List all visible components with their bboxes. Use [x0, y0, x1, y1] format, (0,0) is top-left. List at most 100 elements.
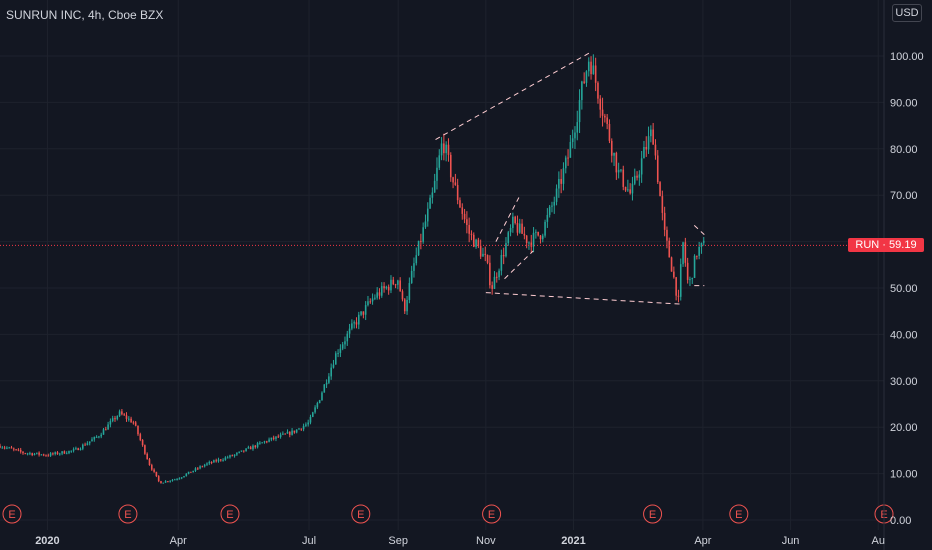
candle-body [696, 255, 698, 257]
candle-body [360, 311, 362, 315]
candle-body [560, 178, 562, 184]
candle-body [224, 457, 227, 460]
candle-body [199, 466, 201, 469]
candle-body [111, 418, 114, 422]
candle-body [238, 451, 240, 453]
earnings-marker-label: E [8, 509, 15, 521]
candle-body [459, 200, 461, 208]
candle-body [401, 291, 404, 300]
candle-body [277, 436, 280, 438]
y-tick-label: 100.00 [890, 51, 924, 63]
earnings-marker[interactable]: E [351, 504, 371, 524]
y-tick-label: 10.00 [890, 469, 918, 481]
candle-body [426, 208, 429, 222]
candle-body [26, 453, 29, 455]
earnings-marker[interactable]: E [643, 504, 663, 524]
candle-body [392, 279, 395, 285]
candle-body [438, 155, 441, 168]
candle-body [337, 352, 339, 354]
candle-body [275, 436, 277, 439]
candle-body [518, 223, 521, 233]
earnings-marker-label: E [124, 509, 131, 521]
candle-body [49, 453, 52, 456]
candle-body [148, 459, 151, 466]
candle-body [429, 197, 431, 209]
earnings-marker-circle [482, 504, 502, 524]
candle-body [325, 382, 328, 385]
candle-body [201, 466, 204, 468]
candle-body [127, 418, 130, 420]
earnings-marker[interactable]: E [482, 504, 502, 524]
trend-line [504, 250, 534, 280]
earnings-marker-circle [2, 504, 22, 524]
candle-body [378, 292, 381, 296]
symbol-title[interactable]: SUNRUN INC, 4h, Cboe BZX [6, 8, 164, 22]
candle-body [293, 430, 296, 433]
candle-body [532, 232, 535, 247]
time-axis[interactable]: 2020 Apr Jul Sep Nov 2021 Apr Jun Au [35, 535, 885, 547]
candle-body [371, 298, 374, 302]
candle-body [219, 459, 222, 461]
candle-body [491, 285, 493, 289]
trend-drawings [435, 50, 705, 305]
candle-body [631, 183, 634, 194]
candle-body [500, 255, 503, 271]
candle-body [348, 328, 351, 334]
candle-body [339, 348, 342, 353]
candle-body [61, 451, 63, 454]
earnings-marker[interactable]: E [220, 504, 240, 524]
candle-body [24, 453, 27, 455]
candle-body [222, 459, 224, 461]
earnings-marker[interactable]: E [729, 504, 749, 524]
candle-body [213, 460, 215, 463]
candle-body [307, 422, 309, 425]
candle-body [364, 305, 367, 315]
candle-body [636, 175, 638, 178]
candle-body [689, 279, 691, 281]
x-tick-label: Nov [476, 535, 496, 547]
candle-body [245, 448, 247, 452]
candle-body [123, 414, 125, 416]
x-tick-label: Au [872, 535, 885, 547]
candle-body [160, 481, 162, 484]
candle-body [613, 152, 615, 156]
currency-button[interactable]: USD [892, 4, 922, 22]
price-axis[interactable]: 0.0010.0020.0030.0040.0050.0060.0070.008… [883, 0, 924, 550]
candle-body [594, 65, 597, 83]
candle-body [270, 437, 273, 440]
candle-body [597, 82, 599, 99]
candle-body [314, 407, 316, 413]
candle-body [1, 447, 4, 449]
candle-body [236, 452, 238, 455]
earnings-marker-circle [220, 504, 240, 524]
y-tick-label: 0.00 [890, 515, 911, 527]
candle-body [376, 292, 378, 298]
earnings-marker-circle [729, 504, 749, 524]
candles [0, 54, 705, 484]
candle-body [58, 453, 61, 455]
candle-body [652, 129, 654, 145]
candle-body [15, 449, 17, 451]
candle-body [355, 322, 358, 325]
candle-body [102, 429, 105, 435]
earnings-marker[interactable]: E [118, 504, 138, 524]
candle-body [463, 213, 466, 220]
x-tick-label: 2021 [561, 535, 585, 547]
candle-body [684, 242, 687, 263]
candle-body [663, 212, 666, 230]
candle-body [194, 468, 197, 471]
candle-body [254, 445, 257, 448]
candle-body [443, 143, 445, 154]
earnings-marker-circle [643, 504, 663, 524]
earnings-marker-label: E [735, 509, 742, 521]
candle-body [231, 455, 234, 457]
candle-body [302, 425, 305, 430]
x-tick-label: Jul [302, 535, 316, 547]
trend-line [693, 224, 705, 236]
earnings-marker[interactable]: E [2, 504, 22, 524]
candle-body [3, 447, 6, 449]
x-tick-label: Apr [170, 535, 187, 547]
candle-body [98, 436, 100, 438]
candle-body [702, 240, 705, 243]
